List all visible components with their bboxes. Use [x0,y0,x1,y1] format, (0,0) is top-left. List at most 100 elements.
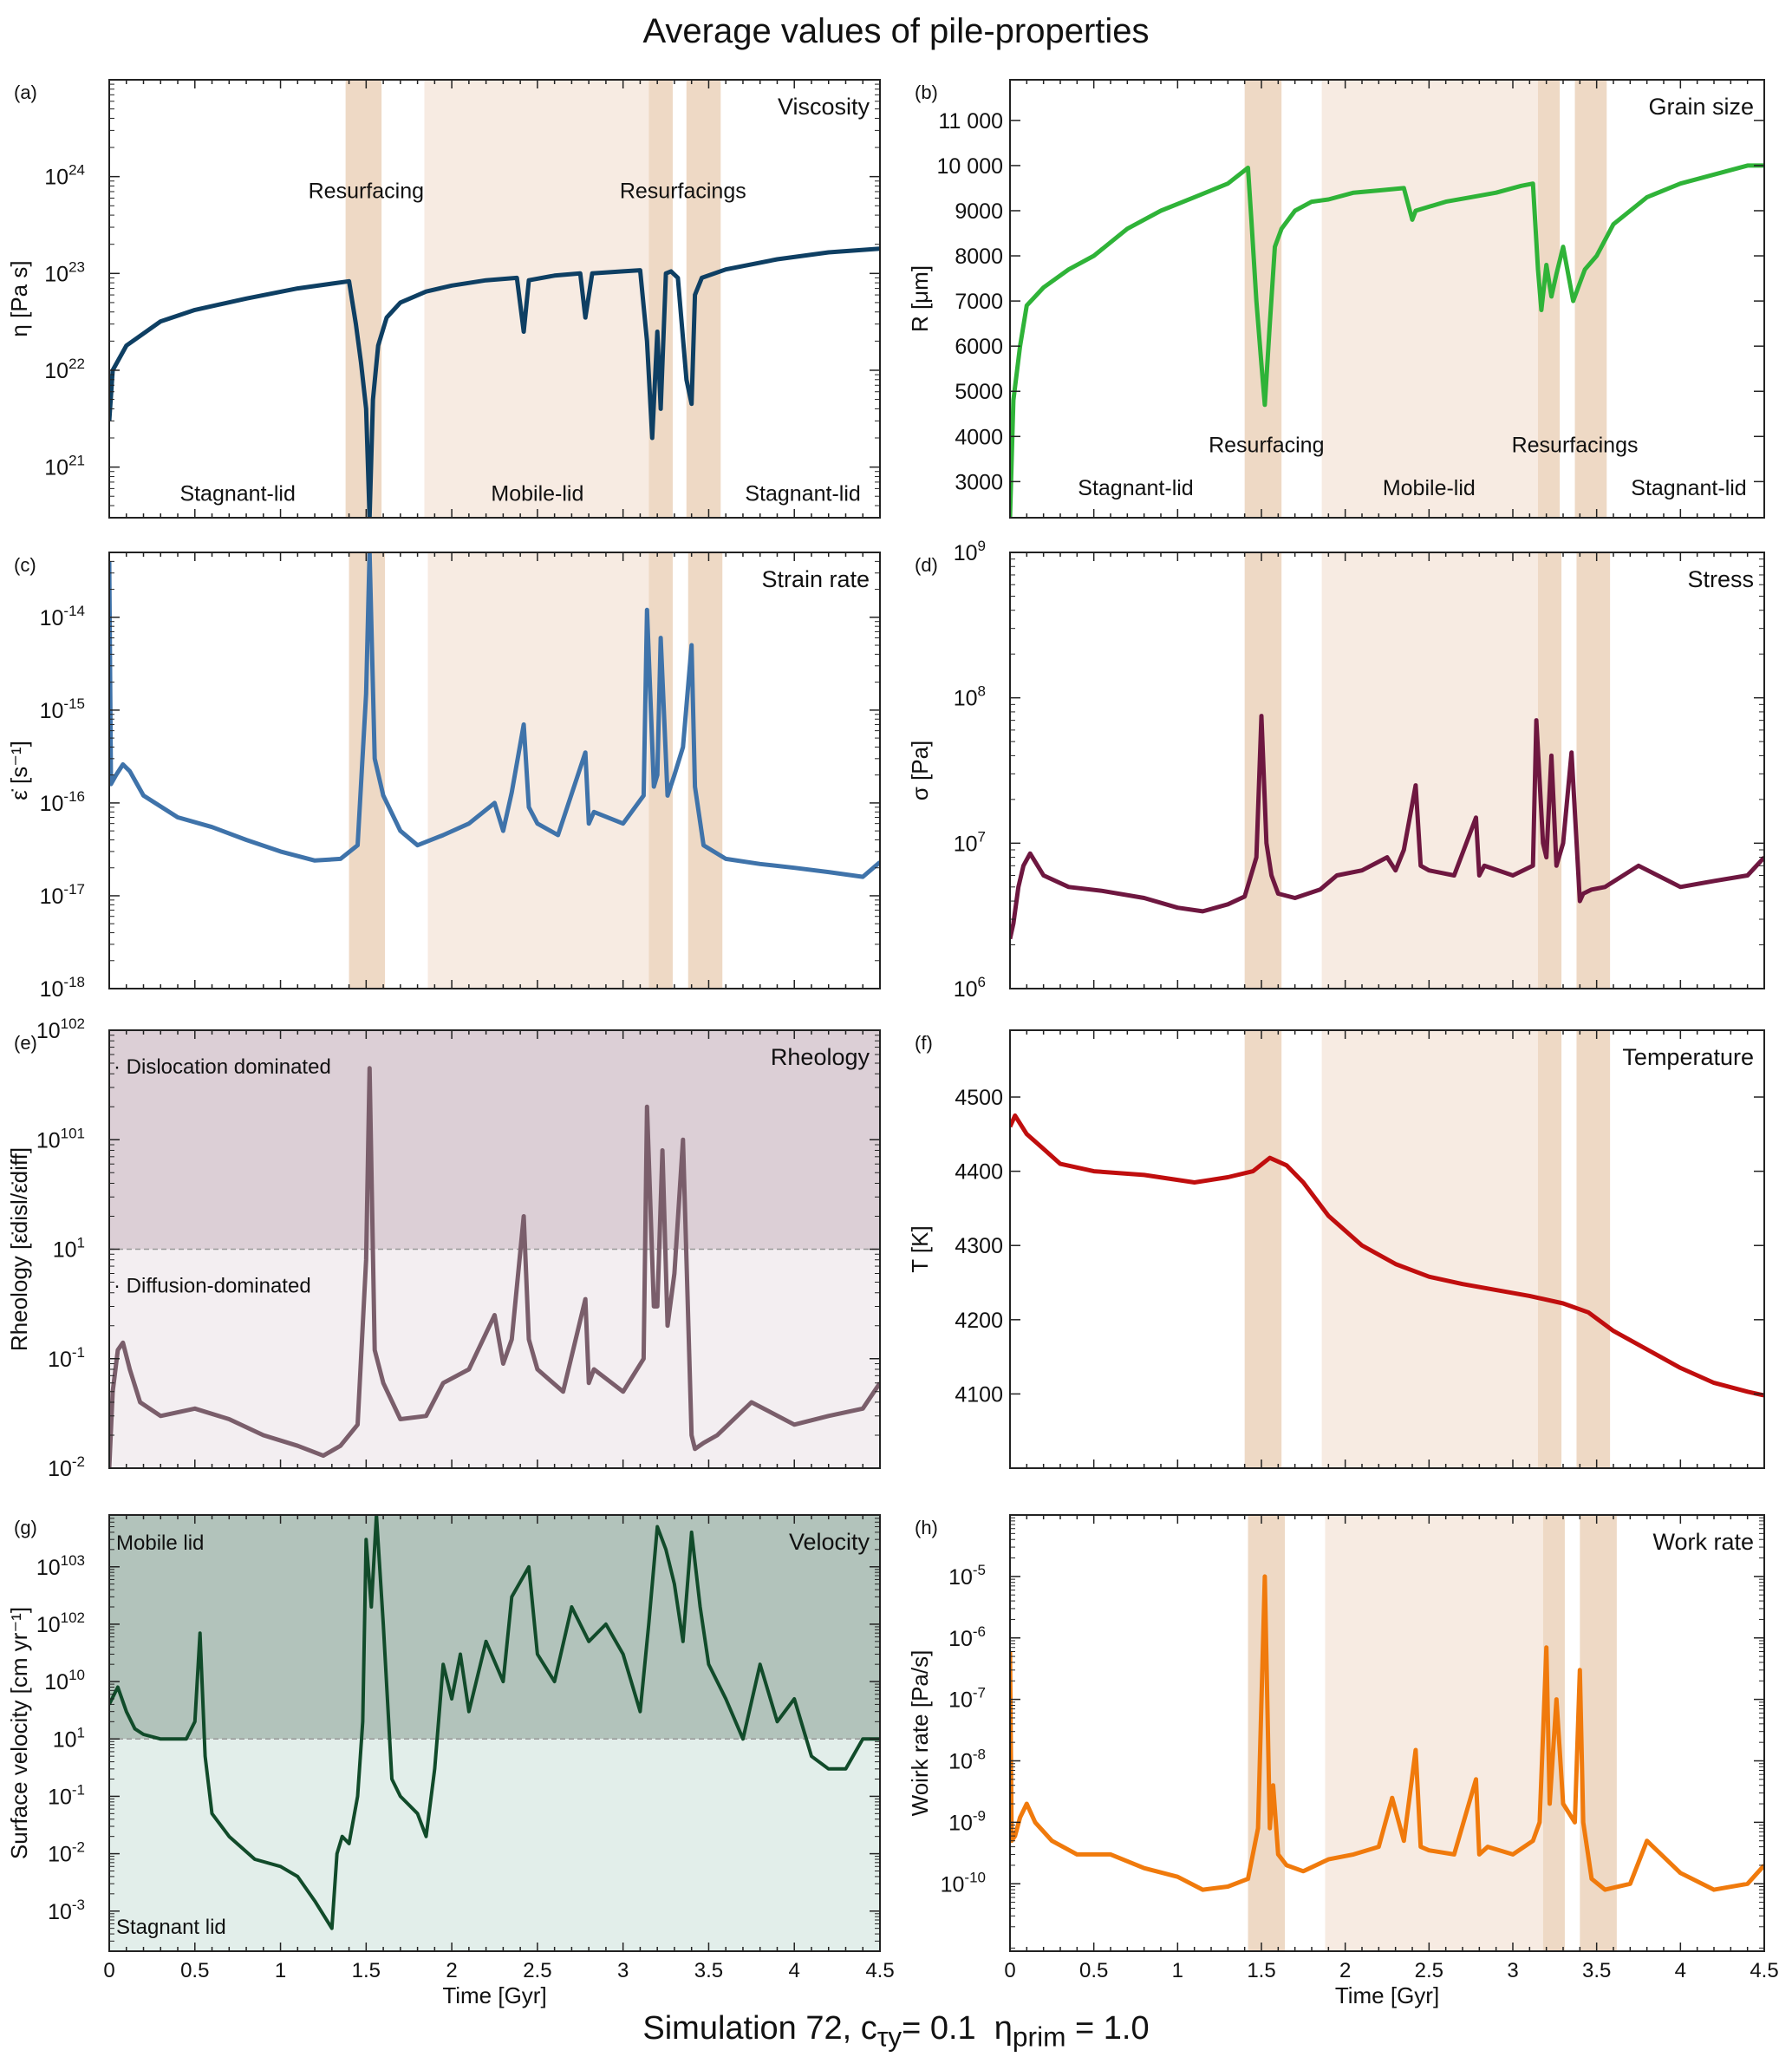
band-resurfacing-3 [1574,80,1607,518]
data-point [1293,210,1296,212]
data-point [1202,1889,1204,1890]
y-tick-label: 101 [53,1235,85,1263]
data-point [553,275,556,277]
x-tick-label: 2 [446,1959,457,1982]
data-point [1555,1698,1558,1701]
panel-title: Viscosity [778,94,870,120]
data-point [199,1632,201,1634]
y-tick-label: 4100 [955,1382,1003,1407]
data-point [296,287,299,290]
data-point [1336,874,1338,877]
data-point [1067,268,1070,271]
data-point [194,309,196,311]
band-mobile-1 [424,80,649,518]
data-point [177,816,179,819]
x-tick-label: 2.5 [523,1959,551,1982]
data-point [862,1738,863,1740]
data-point [1274,245,1276,248]
data-point [1591,1877,1593,1880]
data-point [528,806,530,808]
data-point [126,1710,127,1713]
data-point [493,802,496,804]
data-point [1541,309,1542,311]
x-tick-label: 4 [1675,1959,1686,1982]
panel-title: Temperature [1622,1044,1754,1070]
data-point [605,1623,607,1625]
panel-title: Strain rate [761,566,870,592]
data-point [528,1566,530,1568]
y-tick-label: 10102 [36,1015,85,1043]
y-tick-label: 109 [954,538,986,565]
data-point [811,1755,812,1757]
x-tick-label: 2 [1339,1959,1351,1982]
data-point [502,830,505,832]
data-point [254,1858,256,1860]
data-point [1604,1889,1606,1890]
data-point [128,770,131,773]
data-point [115,774,117,776]
data-point [425,1415,427,1417]
data-point [682,1641,684,1642]
data-point [793,1698,795,1700]
data-point [690,1531,693,1533]
data-point [793,1424,795,1426]
data-point [1453,874,1456,877]
data-point [1532,1839,1534,1842]
region-label-upper: Mobile lid [116,1531,204,1555]
data-point [776,1721,779,1723]
x-tick-label: 1.5 [352,1959,381,1982]
data-point [1252,1170,1254,1172]
annotation-0: Resurfacing [1209,434,1324,458]
data-point [1403,849,1405,851]
y-tick-label: 1010 [44,1667,85,1695]
data-point [584,317,586,319]
data-point [1478,874,1481,877]
data-point [593,811,595,813]
y-tick-label: 3000 [955,470,1003,494]
data-point [1176,1876,1179,1877]
data-point [511,1338,513,1341]
data-point [1562,1803,1564,1805]
data-point [1277,1853,1280,1856]
data-point [667,1324,668,1327]
data-point [1713,1381,1715,1384]
data-point [701,277,703,279]
data-point [360,362,362,363]
data-point [1512,874,1514,877]
data-point [194,1721,196,1723]
y-tick-label: 4400 [955,1160,1003,1185]
data-point [296,1445,299,1446]
data-point [1528,1295,1531,1297]
data-point [707,1663,710,1665]
data-point [1250,219,1253,221]
plot-frame [1009,1514,1765,1952]
data-point [204,1755,206,1757]
y-tick-label: 108 [954,683,986,711]
data-point [646,609,648,611]
x-tick-label: 2.5 [1415,1959,1443,1982]
data-point [1475,1779,1477,1780]
panel-label: (b) [915,82,938,103]
figure-title: Average values of pile-properties [642,12,1150,50]
y-tick-label: 1023 [44,258,85,286]
data-point [793,866,795,869]
data-point [656,1525,658,1528]
data-point [1302,1871,1305,1872]
data-point [1268,323,1271,324]
data-point [1572,300,1574,302]
data-point [827,871,830,873]
data-point [1746,1883,1749,1885]
data-point [279,1865,282,1868]
region-label-upper: · Dislocation dominated [114,1055,331,1079]
data-point [584,751,586,754]
data-point [622,1653,624,1655]
data-point [1255,856,1257,859]
data-point [160,1738,162,1740]
annotation-1: Resurfacings [620,179,746,203]
figure-footer: Simulation 72, cτy= 0.1 ηprim = 1.0 [642,2010,1150,2053]
y-tick-label: 7000 [955,290,1003,314]
data-point [1394,1263,1397,1265]
panel-d: 106 107 108 109 (d) Stress σ [Pa] [907,538,1765,1002]
data-point [1419,1845,1422,1848]
